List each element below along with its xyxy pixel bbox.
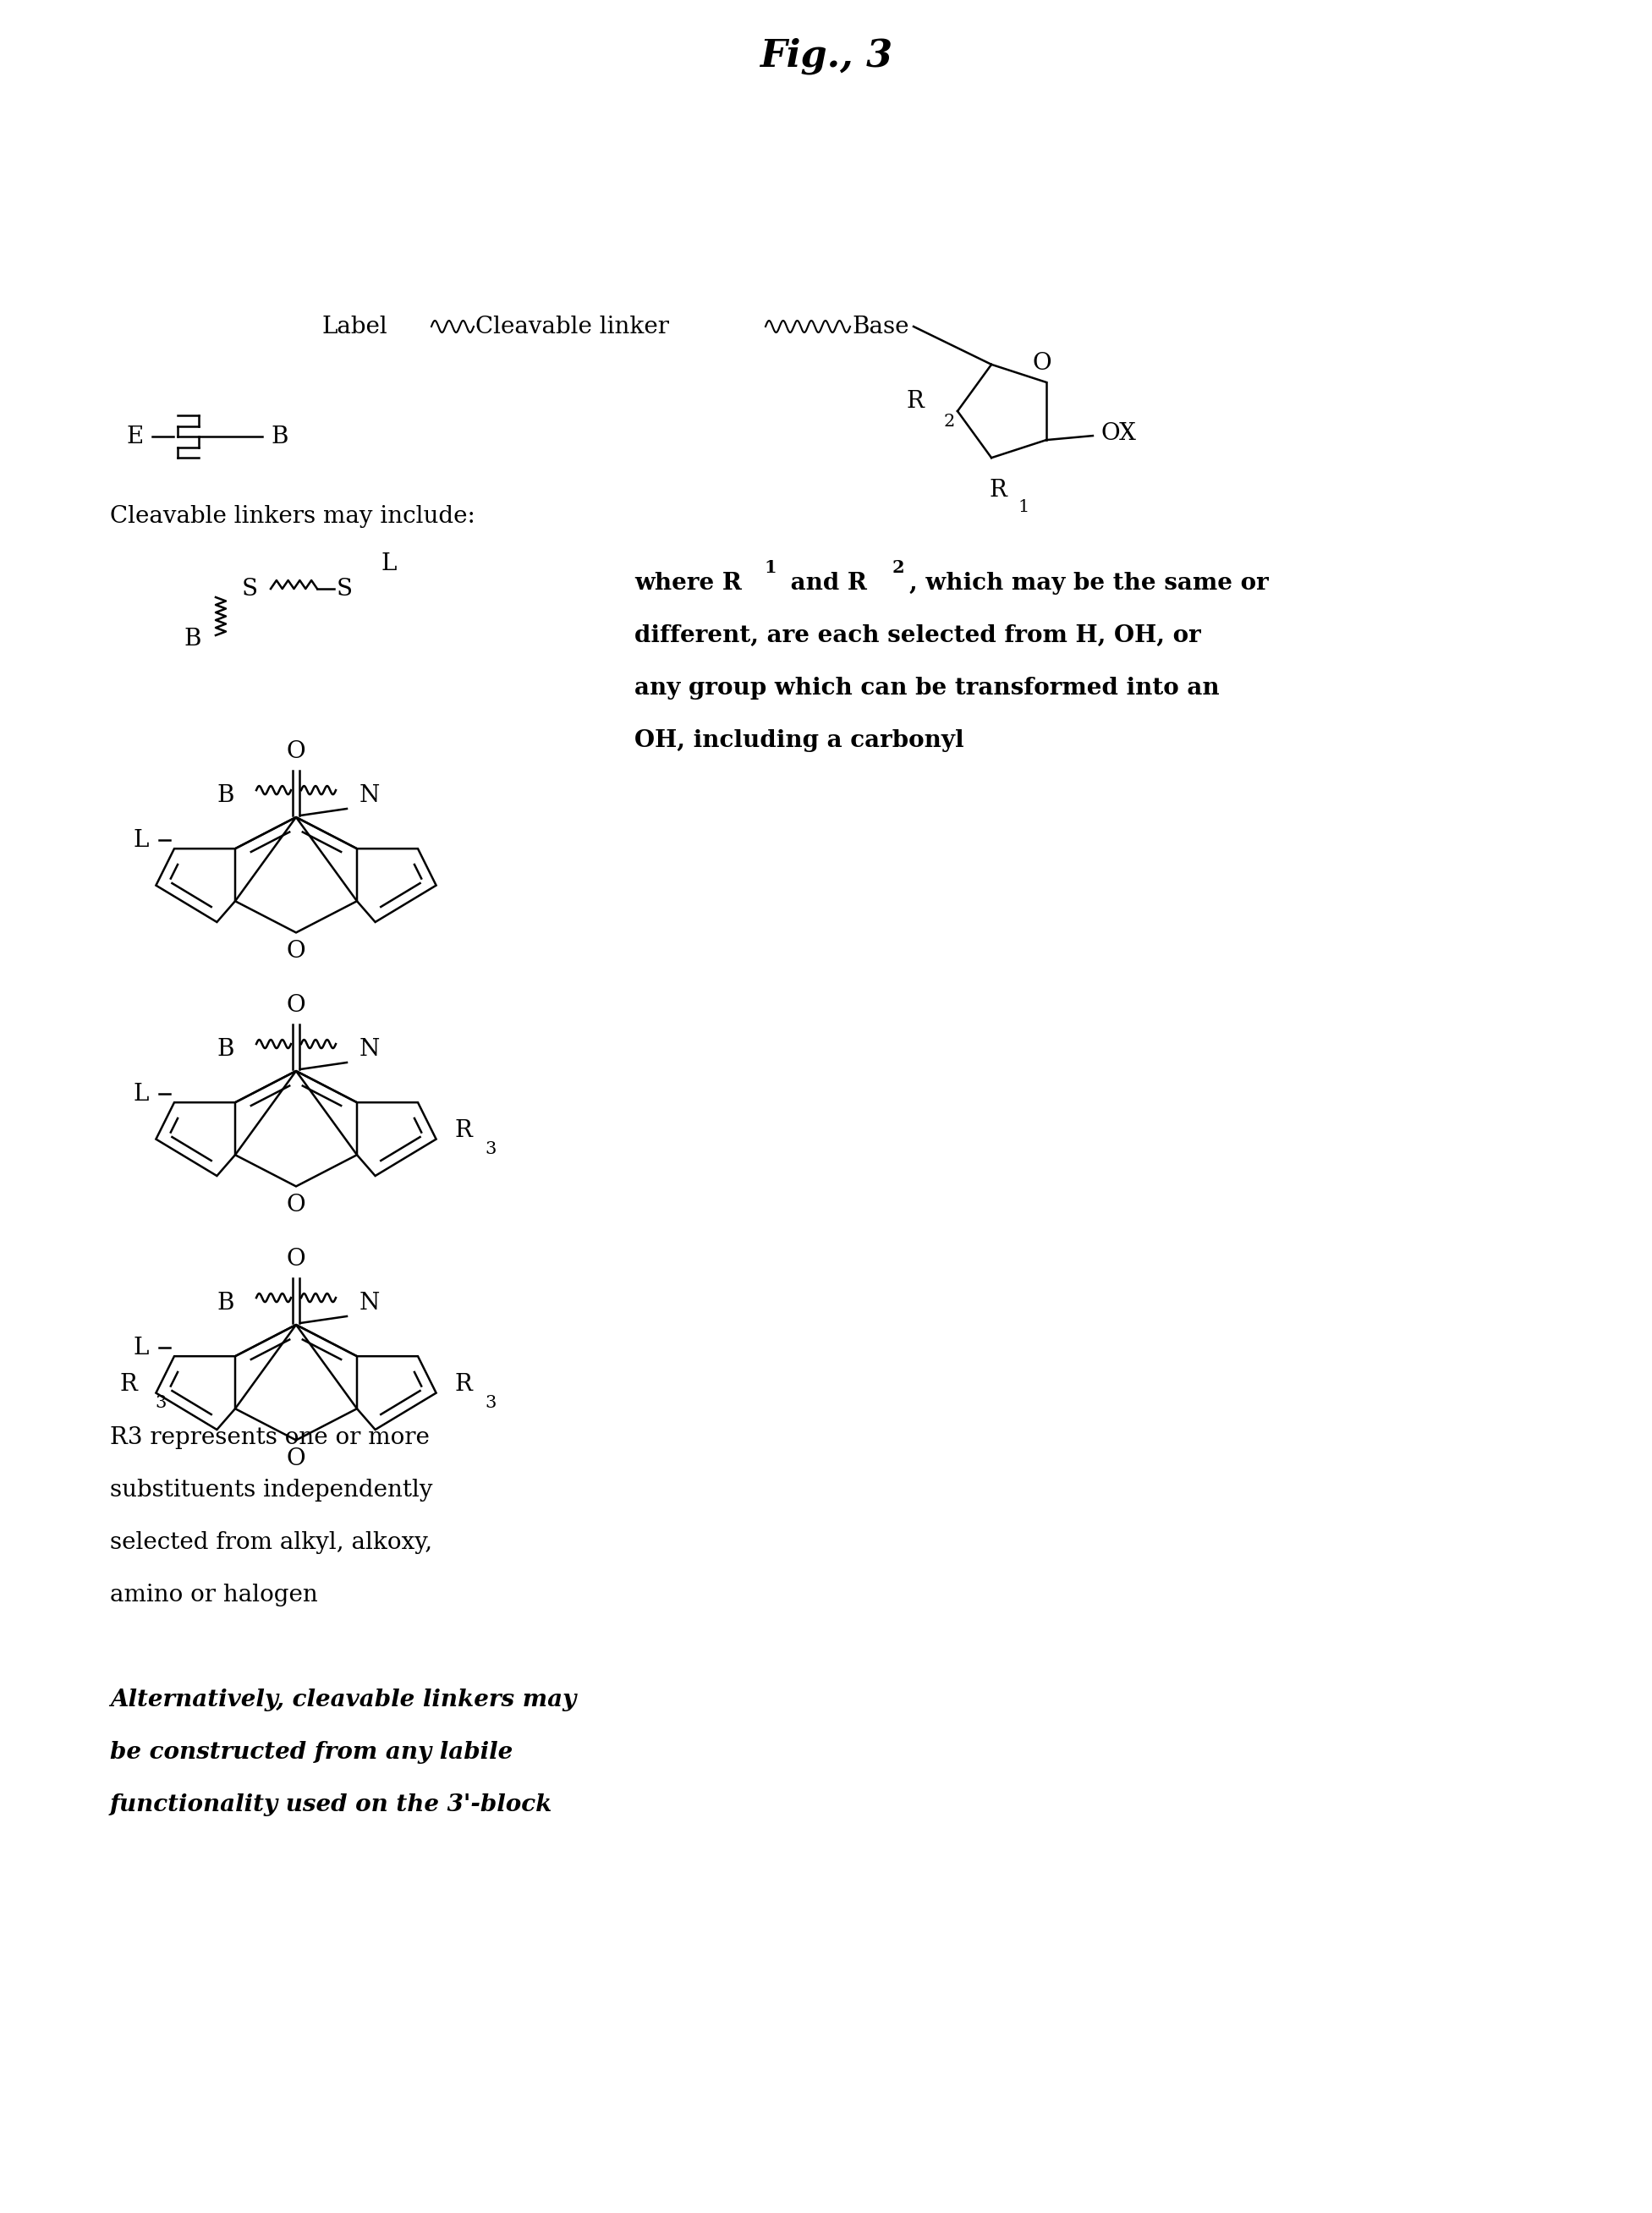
Text: N: N — [360, 786, 380, 808]
Text: Alternatively, cleavable linkers may: Alternatively, cleavable linkers may — [111, 1689, 577, 1711]
Text: functionality used on the 3'-block: functionality used on the 3'-block — [111, 1793, 553, 1817]
Text: N: N — [360, 1038, 380, 1062]
Text: O: O — [286, 1447, 306, 1469]
Text: R: R — [119, 1372, 137, 1396]
Text: Fig., 3: Fig., 3 — [760, 38, 892, 75]
Text: OH, including a carbonyl: OH, including a carbonyl — [634, 730, 965, 752]
Text: B: B — [216, 786, 235, 808]
Text: Cleavable linker: Cleavable linker — [476, 314, 669, 339]
Text: R3 represents one or more: R3 represents one or more — [111, 1425, 430, 1450]
Text: B: B — [183, 628, 202, 651]
Text: 3: 3 — [486, 1394, 497, 1412]
Text: R: R — [905, 389, 923, 412]
Text: B: B — [216, 1292, 235, 1315]
Text: Cleavable linkers may include:: Cleavable linkers may include: — [111, 505, 476, 529]
Text: O: O — [286, 941, 306, 963]
Text: S: S — [337, 578, 354, 600]
Text: Label: Label — [322, 314, 387, 339]
Text: S: S — [241, 578, 258, 600]
Text: be constructed from any labile: be constructed from any labile — [111, 1742, 512, 1764]
Text: L: L — [380, 551, 396, 575]
Text: R: R — [454, 1372, 472, 1396]
Text: O: O — [286, 1248, 306, 1270]
Text: L: L — [134, 1337, 149, 1359]
Text: E: E — [127, 425, 144, 447]
Text: any group which can be transformed into an: any group which can be transformed into … — [634, 677, 1219, 699]
Text: O: O — [286, 994, 306, 1018]
Text: where R: where R — [634, 571, 742, 595]
Text: N: N — [360, 1292, 380, 1315]
Text: B: B — [271, 425, 287, 447]
Text: O: O — [286, 1193, 306, 1217]
Text: 3: 3 — [486, 1142, 497, 1157]
Text: substituents independently: substituents independently — [111, 1478, 433, 1503]
Text: 2: 2 — [943, 414, 955, 429]
Text: and R: and R — [783, 571, 867, 595]
Text: different, are each selected from H, OH, or: different, are each selected from H, OH,… — [634, 624, 1201, 646]
Text: OX: OX — [1102, 423, 1137, 445]
Text: L: L — [134, 1082, 149, 1106]
Text: 2: 2 — [892, 560, 905, 575]
Text: , which may be the same or: , which may be the same or — [909, 571, 1269, 595]
Text: O: O — [1032, 352, 1052, 374]
Text: B: B — [216, 1038, 235, 1062]
Text: R: R — [454, 1120, 472, 1142]
Text: Base: Base — [852, 314, 909, 339]
Text: selected from alkyl, alkoxy,: selected from alkyl, alkoxy, — [111, 1531, 433, 1554]
Text: O: O — [286, 741, 306, 763]
Text: L: L — [134, 830, 149, 852]
Text: 1: 1 — [763, 560, 776, 575]
Text: 1: 1 — [1018, 498, 1029, 516]
Text: amino or halogen: amino or halogen — [111, 1585, 317, 1607]
Text: R: R — [990, 478, 1008, 502]
Text: 3: 3 — [155, 1394, 167, 1412]
